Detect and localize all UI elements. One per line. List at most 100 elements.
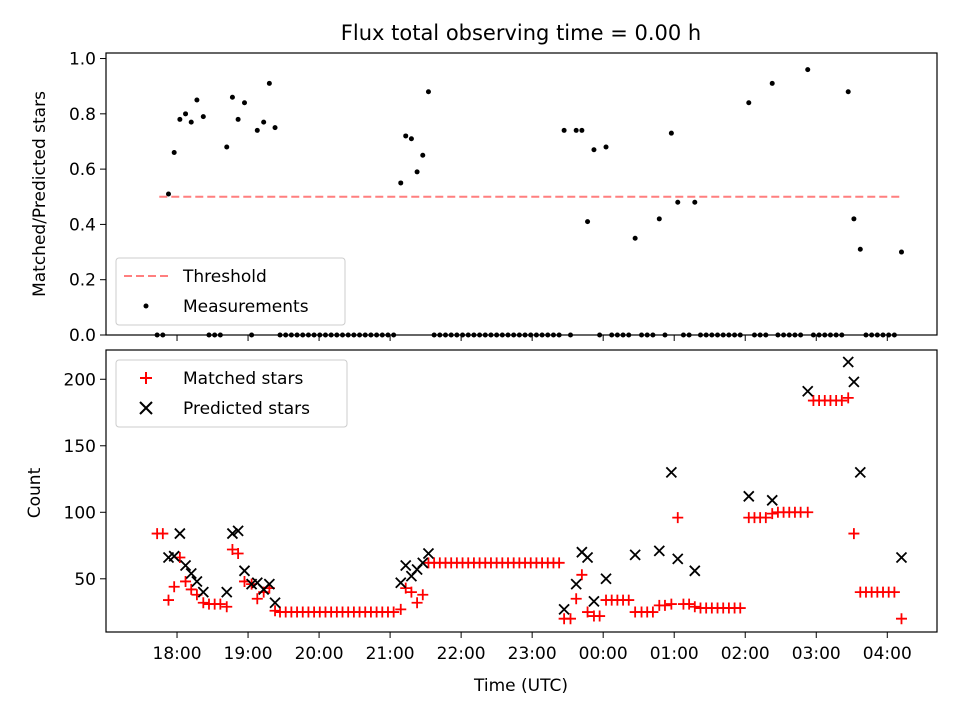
matched-point <box>232 548 244 560</box>
predicted-point <box>269 597 281 609</box>
measurement-point <box>692 199 698 205</box>
bottom-ytick-label: 200 <box>64 370 96 390</box>
measurement-point <box>254 127 260 133</box>
bottom-xtick-label: 01:00 <box>650 644 699 664</box>
measurement-point <box>235 116 241 122</box>
predicted-point <box>854 466 866 479</box>
predicted-point <box>848 376 860 388</box>
predicted-point <box>221 586 233 598</box>
measurement-point <box>408 136 414 142</box>
legend-matched-label: Matched stars <box>183 369 303 389</box>
measurement-point <box>425 89 431 95</box>
bottom-legend-box <box>115 359 348 428</box>
predicted-point <box>600 573 612 585</box>
legend-predicted-label: Predicted stars <box>183 399 310 419</box>
legend-matched-swatch <box>140 372 152 384</box>
predicted-point <box>895 551 908 564</box>
matched-point <box>802 506 814 518</box>
matched-point <box>417 589 429 601</box>
predicted-point <box>400 559 412 572</box>
measurement-point <box>746 100 752 106</box>
measurement-point <box>398 180 404 186</box>
legend-measurements-label: Measurements <box>183 297 309 317</box>
measurement-point <box>585 219 591 225</box>
measurement-point <box>845 89 851 95</box>
matched-point <box>895 613 907 625</box>
predicted-point <box>168 550 180 562</box>
measurement-point <box>261 119 267 125</box>
predicted-point <box>802 385 814 397</box>
predicted-point <box>570 578 582 590</box>
matched-point <box>672 512 684 524</box>
top-ylabel: Matched/Predicted stars <box>30 91 50 297</box>
measurement-point <box>242 100 247 106</box>
matched-point <box>157 528 169 540</box>
top-panel: 0.0 0.2 0.4 0.6 0.8 1.0 Matched/Predicted sta… <box>30 50 938 346</box>
predicted-point <box>842 356 854 368</box>
predicted-point <box>422 547 435 560</box>
top-ytick-label: 0.6 <box>69 160 96 180</box>
legend-predicted-swatch <box>139 401 153 415</box>
top-legend: Threshold Measurements <box>115 257 346 326</box>
measurement-point <box>632 235 638 241</box>
measurement-point <box>188 119 194 125</box>
bottom-xtick-label: 04:00 <box>863 644 912 664</box>
matched-point <box>168 581 180 593</box>
predicted-point <box>672 553 684 565</box>
measurement-point <box>266 80 272 86</box>
predicted-point <box>197 586 209 598</box>
measurement-point <box>857 246 863 252</box>
matched-point <box>185 583 197 595</box>
top-ytick-label: 0.4 <box>69 215 96 235</box>
matched-point <box>405 586 417 598</box>
measurement-point <box>194 97 200 103</box>
measurement-point <box>591 147 597 153</box>
bottom-xtick-label: 21:00 <box>366 644 415 664</box>
measurement-point <box>229 94 235 100</box>
top-legend-box <box>115 257 346 326</box>
top-ytick-label: 0.0 <box>69 326 96 346</box>
matched-point <box>180 575 192 587</box>
predicted-point <box>226 527 239 540</box>
matched-point <box>734 602 746 614</box>
matched-point <box>411 597 423 609</box>
matched-point <box>665 598 677 610</box>
bottom-ytick-label: 150 <box>64 437 96 457</box>
bottom-xtick-label: 23:00 <box>508 644 557 664</box>
top-marks <box>154 67 904 338</box>
predicted-point <box>185 567 197 580</box>
bottom-xtick-label: 18:00 <box>153 644 202 664</box>
top-xticks <box>176 335 888 341</box>
predicted-point <box>238 565 251 577</box>
matched-point <box>623 594 635 606</box>
measurement-point <box>200 114 206 120</box>
measurement-point <box>561 127 567 133</box>
predicted-point <box>395 577 407 589</box>
matched-point <box>163 594 175 606</box>
measurement-point <box>177 116 183 122</box>
measurement-point <box>769 80 775 86</box>
predicted-point <box>743 490 755 502</box>
bottom-panel: 50 100 150 200 18:00 19:00 20:00 21:00 22:00 23:… <box>25 349 938 696</box>
bottom-xtick-label: 00:00 <box>579 644 628 664</box>
top-ytick-label: 0.8 <box>69 105 96 125</box>
bottom-ytick-label: 100 <box>64 503 96 523</box>
predicted-point <box>417 557 429 569</box>
legend-threshold-label: Threshold <box>182 267 267 287</box>
matched-point <box>647 606 659 618</box>
matched-point <box>689 601 701 613</box>
matched-point <box>226 544 238 556</box>
predicted-point <box>581 551 594 564</box>
matched-point <box>570 593 582 605</box>
measurement-point <box>851 216 857 222</box>
bottom-ytick-label: 50 <box>74 570 96 590</box>
measurement-point <box>224 144 230 150</box>
predicted-point <box>766 494 778 506</box>
bottom-xtick-label: 19:00 <box>224 644 273 664</box>
matched-point <box>565 613 577 625</box>
matched-point <box>553 557 565 569</box>
matched-point <box>400 582 412 594</box>
bottom-marks <box>151 356 908 625</box>
measurement-point <box>166 191 172 197</box>
predicted-point <box>665 466 678 479</box>
